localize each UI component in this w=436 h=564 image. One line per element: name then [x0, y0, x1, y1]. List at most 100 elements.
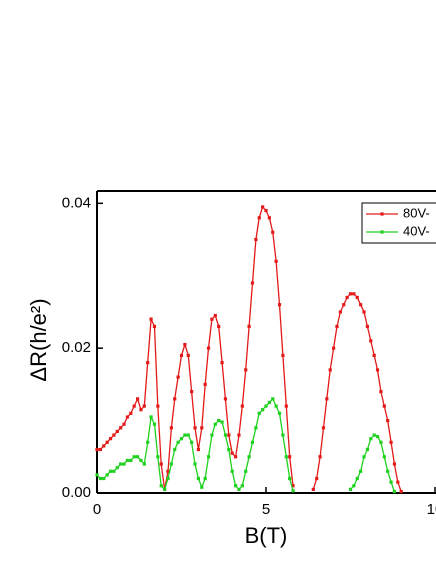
data-point: [315, 476, 319, 481]
data-point: [203, 382, 207, 386]
data-point: [244, 469, 248, 473]
data-point: [382, 404, 386, 408]
data-point: [139, 458, 143, 463]
data-point: [321, 426, 326, 430]
data-point: [139, 408, 143, 412]
data-point: [247, 324, 251, 329]
data-point: [332, 346, 336, 350]
data-point: [233, 455, 238, 459]
legend-marker: [380, 212, 384, 216]
data-point: [247, 455, 251, 459]
y-tick-label: 0.04: [62, 194, 91, 211]
data-point: [288, 455, 292, 459]
data-point: [135, 455, 140, 459]
data-point: [115, 429, 119, 434]
data-point: [179, 353, 184, 357]
data-point: [396, 480, 400, 484]
data-point: [122, 422, 126, 426]
data-point: [335, 324, 339, 329]
data-point: [389, 480, 393, 484]
data-point: [342, 303, 346, 307]
data-point: [311, 487, 315, 491]
series-line: [312, 293, 402, 492]
data-point: [169, 462, 173, 466]
data-point: [369, 339, 373, 343]
data-point: [173, 447, 177, 452]
data-point: [389, 440, 393, 444]
data-point: [240, 404, 244, 408]
data-point: [98, 476, 102, 481]
data-point: [129, 411, 133, 415]
data-point: [274, 404, 278, 408]
data-point: [166, 476, 170, 481]
data-point: [386, 418, 390, 423]
data-point: [288, 476, 292, 481]
data-point: [152, 422, 157, 426]
data-point: [355, 476, 359, 481]
data-point: [271, 397, 275, 401]
data-point: [254, 426, 258, 430]
data-point: [196, 476, 200, 481]
data-point: [176, 375, 180, 379]
legend-marker: [380, 230, 384, 234]
data-point: [149, 415, 153, 419]
data-point: [173, 397, 177, 401]
data-point: [193, 426, 197, 430]
data-point: [227, 447, 231, 452]
data-point: [250, 281, 255, 285]
data-point: [382, 455, 386, 459]
data-point: [190, 440, 194, 444]
data-point: [379, 440, 383, 444]
data-point: [267, 400, 271, 405]
data-point: [267, 216, 271, 220]
data-point: [220, 420, 224, 424]
data-point: [115, 466, 119, 470]
data-point: [105, 473, 109, 477]
data-point: [95, 473, 99, 477]
data-point: [193, 462, 197, 466]
x-tick-label: 0: [93, 501, 101, 518]
data-point: [328, 368, 332, 372]
data-point: [230, 451, 234, 455]
series-line: [96, 397, 294, 491]
data-point: [362, 455, 366, 459]
data-point: [183, 342, 187, 347]
data-point: [122, 462, 126, 466]
data-point: [102, 444, 106, 448]
data-point: [264, 404, 268, 408]
data-point: [348, 487, 353, 491]
data-point: [240, 484, 244, 488]
data-point: [186, 353, 190, 357]
data-point: [237, 487, 241, 491]
data-point: [365, 447, 369, 452]
data-point: [149, 317, 153, 321]
data-point: [146, 361, 150, 365]
data-point: [227, 433, 231, 437]
data-point: [213, 313, 217, 318]
data-point: [281, 433, 285, 437]
data-point: [352, 484, 356, 488]
data-point: [291, 489, 295, 493]
data-point: [163, 487, 167, 491]
data-point: [206, 455, 211, 459]
data-point: [274, 259, 278, 263]
data-point: [281, 353, 285, 357]
data-point: [257, 216, 261, 220]
data-point: [196, 447, 200, 452]
data-point: [362, 310, 366, 314]
legend-label: 80V-: [403, 205, 430, 220]
data-point: [169, 426, 173, 430]
data-point: [392, 489, 397, 494]
data-point: [159, 484, 163, 488]
y-axis-label: ΔR(h/e²): [26, 298, 51, 381]
data-point: [284, 455, 288, 459]
series-line: [97, 205, 294, 490]
data-point: [244, 368, 248, 372]
x-tick-label: 10: [427, 501, 436, 518]
data-point: [257, 411, 261, 415]
data-point: [365, 324, 369, 329]
data-point: [152, 324, 157, 329]
y-tick-label: 0.00: [62, 484, 91, 501]
data-point: [277, 411, 282, 415]
